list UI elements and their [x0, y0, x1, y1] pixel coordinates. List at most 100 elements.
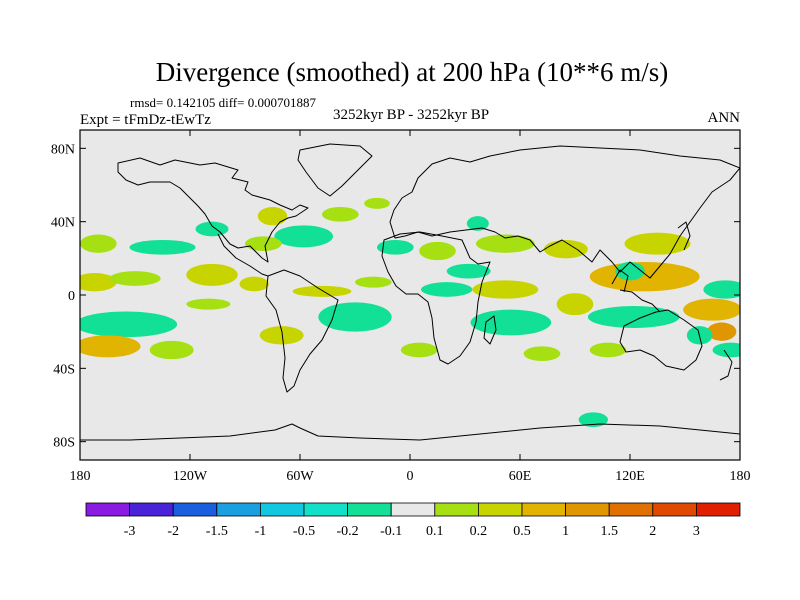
- colorbar-label-1: -3: [124, 524, 136, 539]
- divergence-region-17: [419, 241, 456, 261]
- x-tick-label-7: 180: [730, 469, 751, 484]
- colorbar-label-4: -1: [255, 524, 267, 539]
- divergence-region-37: [683, 298, 740, 321]
- colorbar-label-5: -0.5: [293, 524, 315, 539]
- coast-antarctica: [80, 423, 740, 441]
- x-tick-label-2: 120W: [173, 469, 208, 484]
- y-tick-label-1: 80N: [51, 142, 75, 157]
- colorbar-swatch-5: [259, 502, 305, 517]
- divergence-region-40: [523, 346, 561, 361]
- divergence-region-18: [377, 240, 414, 255]
- divergence-region-43: [578, 412, 608, 427]
- colorbar-swatch-8: [390, 502, 436, 517]
- colorbar-label-13: 2: [649, 524, 656, 539]
- colorbar-label-12: 1.5: [600, 524, 618, 539]
- divergence-region-11: [186, 263, 238, 286]
- colorbar-swatch-2: [129, 502, 174, 517]
- coast-central-america: [217, 233, 269, 277]
- divergence-region-5: [364, 197, 390, 209]
- colorbar-swatch-10: [477, 502, 523, 517]
- divergence-region-23: [624, 232, 691, 255]
- divergence-region-21: [446, 263, 491, 279]
- coast-madagascar: [483, 315, 497, 345]
- divergence-region-25: [615, 262, 645, 281]
- coast-africa: [381, 231, 491, 365]
- divergence-region-7: [80, 234, 117, 253]
- coast-north-america: [117, 157, 309, 263]
- divergence-region-12: [239, 276, 269, 292]
- colorbar-swatch-4: [216, 502, 261, 517]
- divergence-region-3: [274, 225, 333, 248]
- colorbar-label-3: -1.5: [206, 524, 228, 539]
- divergence-region-27: [80, 311, 178, 338]
- divergence-region-9: [80, 273, 117, 292]
- colorbar: -3 -2 -1.5 -1 -0.5 -0.2 -0.1 0.1 0.2 0.5 1 1.5 2 3: [85, 502, 741, 539]
- divergence-region-36: [587, 306, 680, 328]
- colorbar-swatch-14: [652, 502, 697, 517]
- divergence-region-29: [149, 340, 194, 360]
- experiment-label: Expt = tFmDz-tEwTz: [80, 112, 211, 128]
- colorbar-label-6: -0.2: [337, 524, 359, 539]
- colorbar-label-8: 0.1: [426, 524, 444, 539]
- divergence-region-6: [245, 236, 282, 252]
- divergence-region-20: [466, 216, 489, 231]
- y-tick-label-2: 40N: [51, 216, 75, 231]
- map-background: [80, 130, 740, 460]
- y-tick-label-4: 40S: [53, 362, 75, 377]
- colorbar-swatch-11: [521, 502, 566, 517]
- coastlines: [80, 143, 740, 441]
- divergence-region-42: [712, 342, 740, 358]
- divergence-region-30: [186, 298, 231, 310]
- divergence-region-15: [421, 282, 473, 297]
- divergence-region-2: [195, 221, 229, 237]
- colorbar-swatch-15: [696, 502, 741, 517]
- colorbar-label-14: 3: [693, 524, 700, 539]
- divergence-region-24: [589, 262, 700, 292]
- coast-greenland: [297, 143, 373, 197]
- coast-south-america: [265, 269, 339, 393]
- colorbar-label-10: 0.5: [513, 524, 531, 539]
- x-tick-label-5: 60E: [509, 469, 532, 484]
- colorbar-swatch-7: [347, 502, 392, 517]
- coast-eurasia: [389, 145, 740, 279]
- divergence-region-35: [556, 293, 594, 316]
- coast-new-zealand: [719, 349, 733, 381]
- y-tick-label-5: 80S: [53, 436, 75, 451]
- colorbar-swatch-6: [303, 502, 348, 517]
- divergence-region-13: [292, 285, 352, 297]
- coast-japan: [677, 221, 691, 251]
- colorbar-swatch-1: [85, 502, 130, 517]
- divergence-region-28: [80, 335, 141, 358]
- colorbar-label-7: -0.1: [380, 524, 402, 539]
- divergence-region-10: [109, 271, 161, 286]
- x-tick-label-4: 0: [407, 469, 414, 484]
- coast-southeast-asia: [611, 269, 661, 313]
- divergence-region-32: [318, 302, 392, 332]
- divergence-region-22: [543, 240, 588, 259]
- divergence-region-34: [470, 309, 552, 336]
- colorbar-label-11: 1: [562, 524, 569, 539]
- chart-title: Divergence (smoothed) at 200 hPa (10**6 …: [156, 57, 668, 87]
- period-label: 3252kyr BP - 3252kyr BP: [333, 107, 489, 123]
- colorbar-swatch-13: [608, 502, 654, 517]
- divergence-regions: [80, 197, 740, 427]
- colorbar-swatch-9: [434, 502, 479, 517]
- x-tick-label-3: 60W: [286, 469, 314, 484]
- colorbar-label-2: -2: [167, 524, 179, 539]
- divergence-region-33: [400, 342, 438, 358]
- divergence-region-16: [472, 280, 539, 299]
- x-tick-label-6: 120E: [615, 469, 645, 484]
- colorbar-swatch-3: [172, 502, 218, 517]
- divergence-region-8: [129, 240, 196, 255]
- divergence-region-4: [322, 207, 359, 222]
- divergence-region-31: [259, 326, 304, 345]
- colorbar-swatch-12: [565, 502, 610, 517]
- axes: 180 120W 60W 0 60E 120E 180 80N 40N 0 40S 80S: [51, 130, 751, 484]
- stats-label: rmsd= 0.142105 diff= 0.000701887: [130, 95, 316, 110]
- divergence-region-41: [589, 342, 627, 358]
- divergence-region-19: [476, 234, 535, 253]
- colorbar-label-9: 0.2: [470, 524, 488, 539]
- divergence-region-14: [355, 276, 392, 288]
- divergence-region-38: [707, 322, 737, 341]
